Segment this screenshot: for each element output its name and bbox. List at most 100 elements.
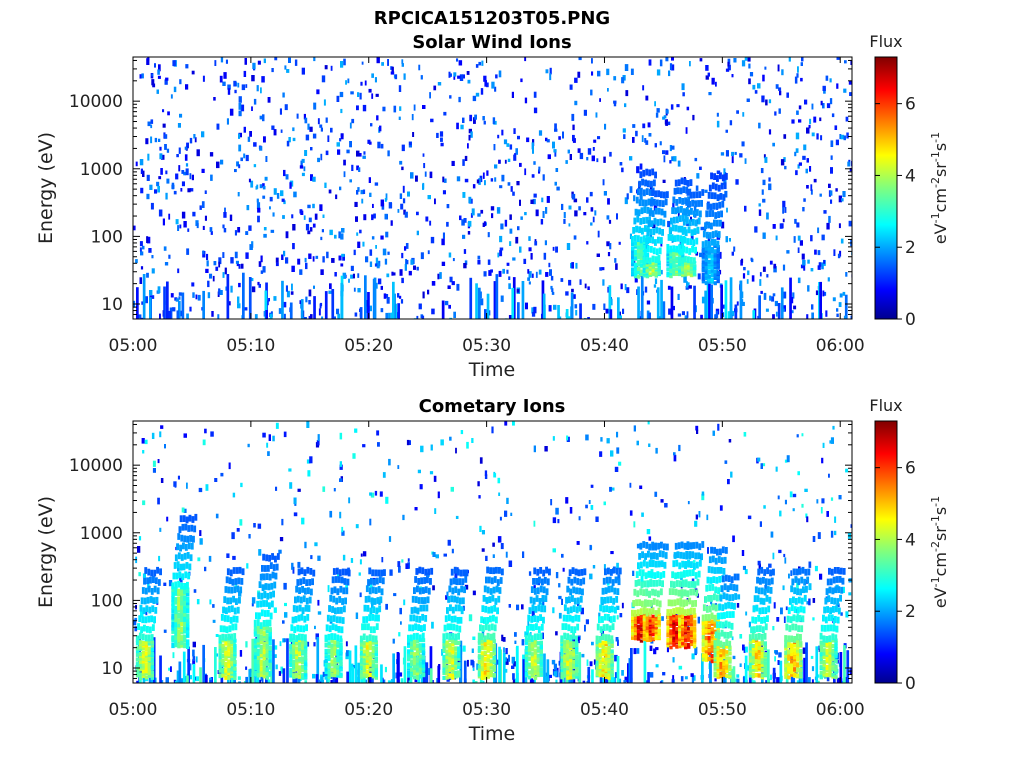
speckle-cell — [273, 188, 277, 195]
burst-tail-cell — [496, 607, 499, 615]
speckle-cell — [151, 79, 155, 86]
speckle-cell — [196, 599, 200, 605]
burst-cell — [687, 262, 691, 265]
speckle-cell — [434, 508, 437, 514]
baseline-cell — [475, 283, 478, 319]
speckle-cell — [249, 668, 253, 676]
speckle-cell — [654, 143, 657, 148]
speckle-cell — [267, 451, 270, 456]
speckle-cell — [147, 121, 151, 127]
speckle-cell — [373, 213, 376, 219]
burst-tail-cell — [719, 172, 722, 180]
burst-tail-cell — [415, 568, 419, 575]
burst-cell — [595, 668, 599, 673]
burst-tail-cell — [451, 633, 455, 640]
speckle-cell — [305, 641, 310, 647]
burst-cell — [716, 249, 720, 254]
speckle-cell — [558, 583, 561, 588]
burst-tail-cell — [542, 569, 546, 577]
speckle-cell — [174, 680, 178, 683]
burst-tail-cell — [407, 634, 410, 642]
burst-tail-cell — [380, 588, 384, 596]
burst-tail-cell — [372, 606, 376, 614]
burst-tail-cell — [336, 634, 340, 642]
burst-tail-cell — [675, 245, 679, 253]
speckle-cell — [336, 95, 340, 102]
burst-cell — [648, 266, 653, 269]
burst-cell — [412, 668, 417, 673]
baseline-cell — [546, 659, 550, 683]
speckle-cell — [845, 272, 848, 277]
speckle-cell — [848, 220, 852, 227]
speckle-cell — [826, 677, 830, 682]
speckle-cell — [448, 71, 451, 78]
burst-tail-cell — [571, 615, 575, 623]
burst-cell — [675, 256, 679, 260]
burst-tail-cell — [222, 606, 225, 614]
speckle-cell — [359, 229, 362, 234]
speckle-cell — [585, 434, 589, 441]
speckle-cell — [528, 571, 532, 576]
burst-tail-cell — [381, 577, 385, 585]
speckle-cell — [645, 140, 649, 145]
speckle-cell — [548, 305, 552, 312]
speckle-cell — [202, 75, 205, 82]
burst-cell — [631, 249, 635, 253]
burst-tail-cell — [690, 208, 693, 215]
burst-cell — [289, 668, 293, 672]
speckle-cell — [321, 75, 326, 83]
burst-cell — [368, 667, 373, 672]
burst-tail-cell — [460, 607, 464, 615]
speckle-cell — [467, 659, 469, 667]
burst-tail-cell — [410, 607, 414, 614]
speckle-cell — [764, 66, 767, 70]
burst-cell — [268, 627, 272, 633]
burst-tail-cell — [426, 576, 429, 584]
burst-tail-cell — [481, 605, 485, 612]
burst-tail-cell — [532, 597, 536, 605]
speckle-cell — [550, 285, 553, 290]
speckle-cell — [151, 432, 155, 439]
speckle-cell — [634, 277, 638, 283]
speckle-cell — [139, 247, 142, 252]
speckle-cell — [462, 74, 465, 79]
speckle-cell — [462, 192, 466, 198]
speckle-cell — [412, 132, 415, 137]
burst-tail-cell — [687, 196, 690, 204]
speckle-cell — [682, 92, 685, 97]
speckle-cell — [430, 236, 435, 244]
burst-tail-cell — [710, 192, 714, 199]
burst-cell — [572, 662, 576, 667]
speckle-cell — [291, 562, 294, 570]
speckle-cell — [430, 118, 434, 123]
burst-tail-cell — [460, 585, 464, 593]
speckle-cell — [715, 81, 717, 87]
burst-tail-cell — [177, 552, 181, 560]
burst-cell — [684, 271, 688, 275]
burst-cell — [233, 659, 237, 664]
burst-tail-cell — [294, 596, 297, 604]
speckle-cell — [305, 296, 308, 303]
speckle-cell — [427, 250, 430, 255]
speckle-cell — [160, 478, 164, 483]
burst-tail-cell — [711, 182, 715, 190]
speckle-cell — [759, 279, 762, 286]
burst-cell — [265, 648, 269, 654]
burst-cell — [701, 254, 706, 259]
speckle-cell — [769, 295, 772, 301]
speckle-cell — [291, 214, 294, 219]
burst-tail-cell — [262, 573, 266, 581]
speckle-cell — [808, 124, 811, 129]
burst-cell — [262, 631, 267, 637]
burst-tail-cell — [156, 566, 159, 574]
burst-cell — [575, 659, 579, 664]
baseline-cell — [202, 290, 205, 319]
speckle-cell — [374, 263, 378, 267]
speckle-cell — [782, 305, 786, 312]
speckle-cell — [477, 259, 481, 265]
burst-cell — [492, 667, 496, 672]
speckle-cell — [629, 482, 632, 488]
burst-tail-cell — [312, 569, 316, 577]
burst-tail-cell — [332, 568, 336, 575]
burst-cell — [524, 665, 529, 670]
